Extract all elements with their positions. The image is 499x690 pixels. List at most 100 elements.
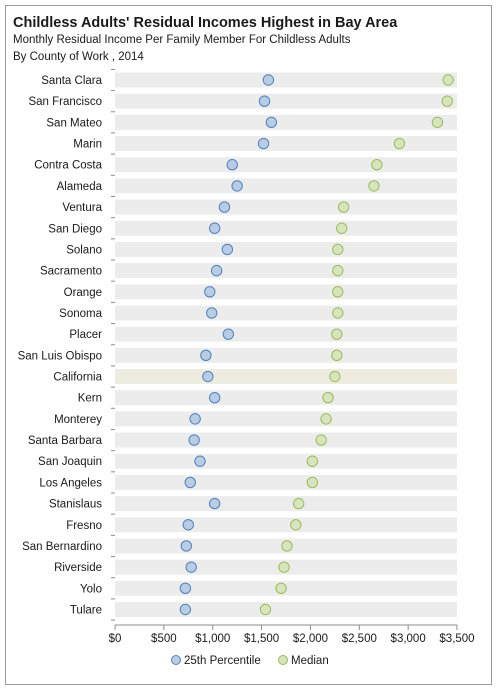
25th-percentile-point	[194, 455, 206, 467]
chart-subtitle-secondary: By County of Work , 2014	[13, 51, 144, 63]
row-band	[115, 390, 457, 406]
25th-percentile-point	[210, 264, 223, 277]
row-band	[115, 411, 457, 427]
median-point	[331, 349, 343, 362]
25th-percentile-point	[231, 180, 243, 192]
row-band	[115, 517, 457, 533]
category-label: Tulare	[70, 605, 102, 617]
x-tick-label: $0	[109, 633, 122, 645]
25th-percentile-point	[180, 540, 193, 552]
category-label: San Francisco	[28, 96, 102, 108]
chart-title: Childless Adults' Residual Incomes Highe…	[13, 15, 398, 31]
row-band	[115, 114, 457, 130]
category-label: Riverside	[54, 562, 102, 574]
median-point	[332, 264, 344, 277]
x-tick-label: $3,500	[439, 633, 474, 645]
25th-percentile-point	[179, 603, 192, 616]
category-label: Placer	[69, 329, 102, 341]
row-band	[115, 432, 457, 448]
row-band	[115, 178, 457, 194]
category-label: Kern	[78, 393, 102, 405]
category-label: Solano	[66, 244, 102, 256]
median-point	[259, 603, 272, 616]
row-band	[115, 496, 457, 512]
highlight-row-band	[115, 369, 457, 385]
category-label: Alameda	[57, 181, 103, 193]
category-label: Sonoma	[59, 308, 102, 320]
category-label: Fresno	[66, 520, 102, 532]
category-label: Monterey	[54, 414, 102, 426]
row-band	[115, 347, 457, 363]
category-label: Yolo	[80, 583, 102, 595]
median-point	[442, 74, 454, 86]
category-label: San Bernardino	[22, 541, 102, 553]
median-point	[306, 476, 319, 489]
25th-percentile-point	[182, 519, 194, 531]
median-point	[320, 413, 332, 425]
category-label: Santa Barbara	[28, 435, 103, 447]
legend-label: 25th Percentile	[184, 655, 261, 667]
median-point	[278, 561, 290, 573]
median-point	[275, 582, 287, 595]
x-tick-label: $2,500	[342, 633, 377, 645]
row-band	[115, 136, 457, 152]
x-tick-label: $3,000	[391, 633, 426, 645]
25th-percentile-point	[208, 222, 221, 234]
median-point	[322, 392, 334, 404]
25th-percentile-point	[206, 307, 218, 319]
row-band	[115, 263, 457, 279]
row-band	[115, 93, 457, 109]
median-point	[371, 159, 383, 171]
row-band	[115, 474, 457, 490]
25th-percentile-point	[262, 74, 275, 86]
median-point	[368, 180, 380, 192]
row-band	[115, 72, 457, 88]
median-point	[431, 116, 444, 129]
median-point	[306, 455, 319, 467]
category-label: Stanislaus	[49, 499, 102, 511]
legend-label: Median	[291, 655, 329, 667]
row-band	[115, 199, 457, 215]
row-band	[115, 453, 457, 469]
row-band	[115, 326, 457, 342]
median-point	[393, 137, 406, 150]
row-band	[115, 602, 457, 617]
category-label: San Diego	[48, 223, 102, 235]
median-point	[331, 328, 343, 340]
median-point	[332, 243, 344, 256]
row-band	[115, 305, 457, 321]
25th-percentile-point	[218, 201, 231, 213]
category-label: Orange	[64, 287, 102, 299]
legend-marker	[278, 655, 288, 665]
median-point	[335, 222, 348, 234]
median-point	[332, 307, 344, 319]
median-point	[315, 434, 327, 446]
chart-subtitle: Monthly Residual Income Per Family Membe…	[13, 34, 351, 46]
median-point	[441, 95, 453, 107]
category-label: Los Angeles	[39, 477, 102, 489]
row-band	[115, 284, 457, 300]
category-label: San Joaquin	[38, 456, 102, 468]
category-label: Sacramento	[40, 266, 102, 278]
25th-percentile-point	[265, 116, 278, 129]
category-label: San Mateo	[46, 117, 102, 129]
25th-percentile-point	[189, 413, 201, 425]
x-tick-label: $1,000	[195, 633, 230, 645]
median-point	[293, 497, 305, 510]
25th-percentile-point	[226, 159, 238, 171]
x-tick-label: $1,500	[244, 633, 279, 645]
25th-percentile-point	[200, 349, 212, 362]
25th-percentile-point	[202, 370, 214, 383]
25th-percentile-point	[221, 243, 234, 256]
25th-percentile-point	[257, 137, 270, 150]
category-label: San Luis Obispo	[18, 350, 102, 362]
row-band	[115, 157, 457, 173]
25th-percentile-point	[222, 328, 235, 340]
category-label: Ventura	[62, 202, 102, 214]
row-band	[115, 220, 457, 236]
25th-percentile-point	[179, 582, 192, 595]
median-point	[329, 370, 341, 383]
median-point	[337, 201, 350, 213]
25th-percentile-point	[208, 392, 221, 404]
legend-marker	[171, 655, 181, 665]
